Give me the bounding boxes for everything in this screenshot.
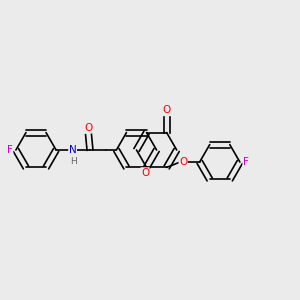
Text: H: H [70, 157, 77, 166]
Text: O: O [84, 123, 93, 133]
Text: O: O [179, 157, 187, 167]
Text: F: F [7, 145, 13, 155]
Text: O: O [141, 168, 149, 178]
Text: O: O [163, 105, 171, 116]
Text: N: N [69, 145, 76, 155]
Text: F: F [243, 157, 249, 167]
